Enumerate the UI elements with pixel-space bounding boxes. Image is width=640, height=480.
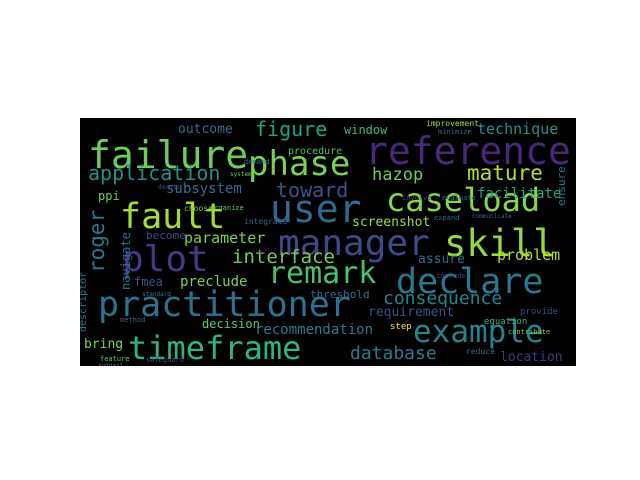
cloud-word-navigate: navigate bbox=[119, 232, 133, 290]
cloud-word-improvement: improvement bbox=[426, 119, 479, 128]
cloud-word-step: step bbox=[390, 322, 412, 332]
cloud-word-contribute: contribute bbox=[508, 328, 550, 336]
cloud-word-phase: phase bbox=[248, 144, 350, 184]
cloud-word-declare: declare bbox=[396, 262, 544, 302]
cloud-word-timeframe: timeframe bbox=[128, 329, 301, 366]
cloud-word-facilitate: facilitate bbox=[477, 186, 561, 202]
cloud-word-become: become bbox=[146, 229, 186, 242]
cloud-word-involve: involve bbox=[402, 194, 432, 202]
cloud-word-include: include bbox=[436, 272, 466, 280]
cloud-word-standard: standard bbox=[142, 291, 171, 298]
cloud-word-ppi: ppi bbox=[98, 189, 120, 203]
cloud-word-manager: manager bbox=[278, 223, 430, 264]
cloud-word-technique: technique bbox=[477, 120, 558, 138]
cloud-word-preclude: preclude bbox=[180, 274, 247, 290]
cloud-word-integrate: integrate bbox=[244, 217, 288, 226]
cloud-word-requirement: requirement bbox=[368, 305, 454, 320]
cloud-word-denote: denote bbox=[158, 184, 180, 191]
cloud-word-reference: reference bbox=[365, 129, 571, 173]
cloud-word-example: example bbox=[413, 314, 544, 350]
cloud-word-procedure: procedure bbox=[288, 146, 342, 157]
cloud-word-descriptor: descriptor bbox=[80, 272, 89, 332]
cloud-word-application: application bbox=[88, 161, 220, 185]
cloud-word-communicate: communicate bbox=[472, 213, 512, 220]
cloud-word-evaluate: evaluate bbox=[442, 194, 476, 202]
cloud-word-system: system bbox=[230, 171, 252, 178]
cloud-word-plot: plot bbox=[122, 239, 209, 280]
cloud-word-parameter: parameter bbox=[184, 229, 265, 247]
cloud-word-outcome: outcome bbox=[178, 122, 233, 137]
cloud-word-choose: choose bbox=[184, 204, 213, 213]
cloud-word-skill: skill bbox=[444, 222, 555, 265]
cloud-word-problem: problem bbox=[497, 246, 560, 264]
cloud-word-database: database bbox=[350, 343, 437, 364]
cloud-word-caseload: caseload bbox=[386, 181, 540, 219]
cloud-word-suggest: suggest bbox=[98, 362, 124, 366]
cloud-word-safeguard: safeguard bbox=[146, 356, 184, 364]
cloud-word-feature: feature bbox=[100, 355, 130, 363]
cloud-word-minimize: minimize bbox=[438, 128, 472, 136]
cloud-word-expand: expand bbox=[434, 214, 459, 222]
cloud-background bbox=[80, 118, 576, 366]
cloud-word-screenshot: screenshot bbox=[352, 215, 430, 230]
cloud-word-fault: fault bbox=[120, 197, 225, 237]
cloud-word-ensure: ensure bbox=[555, 166, 568, 206]
cloud-word-toward: toward bbox=[276, 178, 348, 202]
cloud-word-practitioner: practitioner bbox=[98, 285, 351, 325]
cloud-word-fmea: fmea bbox=[134, 275, 163, 289]
cloud-word-reduce: reduce bbox=[466, 347, 495, 356]
cloud-word-subsystem: subsystem bbox=[166, 181, 242, 197]
cloud-word-consequence: consequence bbox=[383, 288, 502, 309]
cloud-word-method: method bbox=[120, 316, 145, 324]
cloud-word-mature: mature bbox=[467, 161, 543, 185]
cloud-word-user: user bbox=[270, 187, 362, 231]
cloud-word-equation: equation bbox=[484, 317, 527, 327]
cloud-word-figure: figure bbox=[255, 118, 327, 141]
cloud-word-provide: provide bbox=[520, 307, 558, 317]
cloud-word-demand: demand bbox=[244, 158, 269, 166]
cloud-word-decision: decision bbox=[202, 317, 260, 331]
cloud-word-recommendation: recommendation bbox=[255, 322, 373, 338]
cloud-word-threshold: threshold bbox=[310, 288, 370, 301]
cloud-word-failure: failure bbox=[88, 133, 248, 177]
cloud-word-location: location bbox=[500, 350, 563, 365]
cloud-word-organize: organize bbox=[210, 204, 244, 212]
cloud-word-window: window bbox=[344, 123, 388, 137]
word-cloud-panel: failure reference phase user fault caseload ma… bbox=[80, 118, 576, 366]
cloud-word-bring: bring bbox=[84, 337, 123, 352]
cloud-word-roger: roger bbox=[85, 210, 109, 273]
cloud-word-interface: interface bbox=[232, 246, 335, 268]
cloud-word-hazop: hazop bbox=[372, 165, 423, 185]
cloud-word-support: support bbox=[252, 247, 278, 254]
cloud-word-remark: remark bbox=[268, 256, 376, 291]
cloud-word-assure: assure bbox=[418, 252, 465, 267]
